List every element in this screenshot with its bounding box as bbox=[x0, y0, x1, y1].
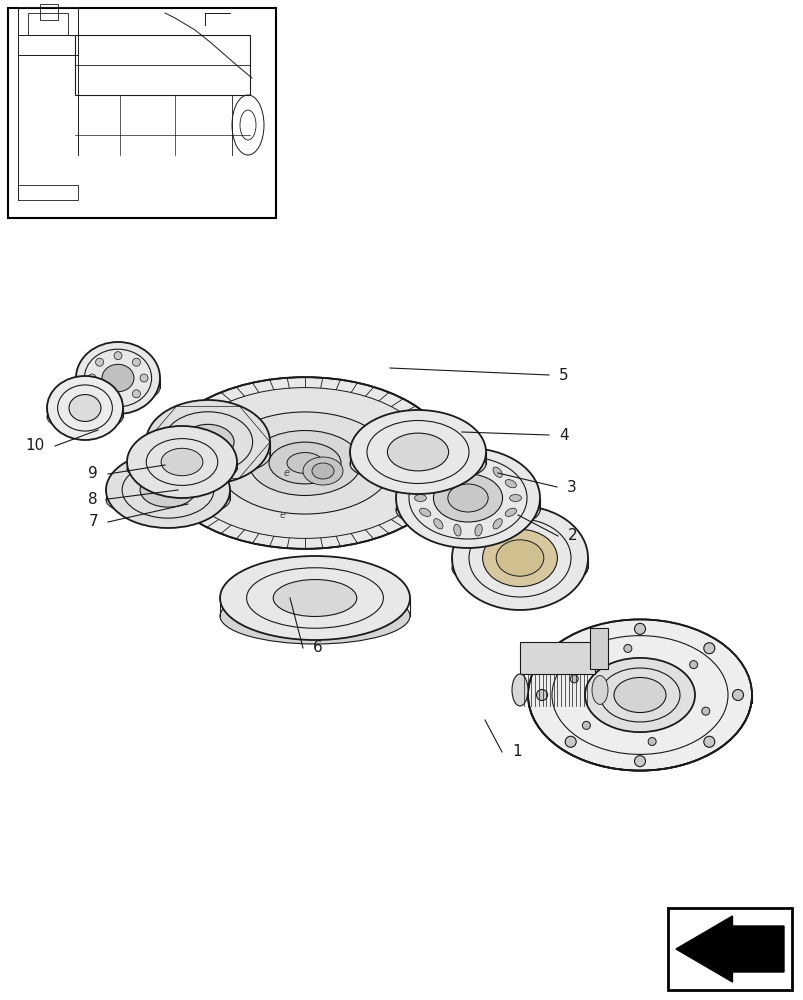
Ellipse shape bbox=[528, 619, 751, 771]
Ellipse shape bbox=[127, 426, 237, 498]
Ellipse shape bbox=[273, 580, 357, 616]
Circle shape bbox=[634, 756, 645, 767]
Text: 7: 7 bbox=[88, 514, 98, 530]
Ellipse shape bbox=[102, 364, 134, 392]
Circle shape bbox=[140, 374, 148, 382]
Circle shape bbox=[581, 721, 589, 729]
Ellipse shape bbox=[387, 433, 448, 471]
Ellipse shape bbox=[492, 519, 502, 529]
Ellipse shape bbox=[453, 460, 460, 472]
Ellipse shape bbox=[127, 455, 237, 483]
Ellipse shape bbox=[349, 410, 485, 494]
Ellipse shape bbox=[76, 372, 160, 404]
Ellipse shape bbox=[433, 467, 442, 477]
Ellipse shape bbox=[349, 444, 485, 484]
Bar bbox=[589, 628, 607, 669]
Ellipse shape bbox=[396, 488, 540, 532]
Ellipse shape bbox=[613, 677, 665, 713]
Ellipse shape bbox=[76, 342, 160, 414]
Bar bbox=[28, 13, 68, 35]
Bar bbox=[667, 908, 791, 990]
Text: 5: 5 bbox=[558, 367, 568, 382]
Circle shape bbox=[701, 707, 709, 715]
Text: 9: 9 bbox=[88, 466, 98, 482]
Circle shape bbox=[703, 736, 714, 747]
Bar bbox=[75, 35, 250, 95]
Ellipse shape bbox=[161, 448, 202, 476]
Ellipse shape bbox=[146, 436, 270, 476]
Ellipse shape bbox=[495, 540, 543, 576]
Ellipse shape bbox=[433, 474, 502, 522]
Ellipse shape bbox=[249, 431, 361, 495]
Circle shape bbox=[623, 644, 631, 652]
Circle shape bbox=[114, 396, 122, 404]
Ellipse shape bbox=[512, 674, 528, 706]
Circle shape bbox=[565, 736, 576, 747]
Ellipse shape bbox=[585, 658, 694, 732]
Ellipse shape bbox=[47, 376, 123, 440]
Ellipse shape bbox=[269, 442, 340, 484]
Circle shape bbox=[689, 661, 697, 669]
Ellipse shape bbox=[181, 424, 234, 460]
Ellipse shape bbox=[217, 412, 393, 514]
Circle shape bbox=[565, 643, 576, 654]
Ellipse shape bbox=[447, 484, 487, 512]
Ellipse shape bbox=[303, 457, 343, 485]
Ellipse shape bbox=[140, 473, 196, 507]
Ellipse shape bbox=[433, 519, 442, 529]
Circle shape bbox=[96, 390, 104, 398]
Circle shape bbox=[536, 690, 547, 700]
Bar bbox=[40, 4, 58, 20]
Ellipse shape bbox=[591, 676, 607, 704]
Ellipse shape bbox=[453, 524, 460, 536]
Ellipse shape bbox=[220, 556, 410, 640]
Text: e: e bbox=[283, 468, 290, 478]
Text: 6: 6 bbox=[312, 640, 322, 656]
Ellipse shape bbox=[419, 480, 430, 488]
Ellipse shape bbox=[504, 480, 516, 488]
Ellipse shape bbox=[492, 467, 502, 477]
Circle shape bbox=[634, 623, 645, 634]
Ellipse shape bbox=[287, 453, 323, 473]
Ellipse shape bbox=[414, 494, 426, 502]
Ellipse shape bbox=[69, 395, 101, 421]
Ellipse shape bbox=[47, 403, 123, 431]
Bar bbox=[8, 8, 275, 218]
Ellipse shape bbox=[451, 546, 587, 590]
Circle shape bbox=[132, 358, 141, 366]
Circle shape bbox=[114, 352, 122, 360]
Ellipse shape bbox=[175, 388, 434, 538]
Bar bbox=[18, 7, 78, 55]
Text: 8: 8 bbox=[88, 491, 98, 506]
Circle shape bbox=[647, 738, 655, 746]
Ellipse shape bbox=[106, 452, 230, 528]
Circle shape bbox=[703, 643, 714, 654]
Circle shape bbox=[96, 358, 104, 366]
Ellipse shape bbox=[106, 482, 230, 518]
Ellipse shape bbox=[482, 529, 556, 587]
Text: 3: 3 bbox=[566, 480, 576, 494]
Ellipse shape bbox=[312, 463, 333, 479]
Text: e: e bbox=[279, 510, 286, 520]
Text: 10: 10 bbox=[26, 438, 45, 454]
Ellipse shape bbox=[419, 508, 430, 516]
Ellipse shape bbox=[396, 448, 540, 548]
Ellipse shape bbox=[451, 506, 587, 610]
Polygon shape bbox=[675, 916, 783, 982]
Ellipse shape bbox=[475, 460, 482, 472]
Circle shape bbox=[88, 374, 96, 382]
Text: 4: 4 bbox=[558, 428, 568, 442]
Circle shape bbox=[732, 690, 743, 700]
Text: 1: 1 bbox=[512, 744, 521, 760]
Ellipse shape bbox=[504, 508, 516, 516]
Bar bbox=[520, 642, 594, 674]
Circle shape bbox=[569, 675, 577, 683]
Text: 2: 2 bbox=[567, 528, 577, 544]
Ellipse shape bbox=[475, 524, 482, 536]
Circle shape bbox=[132, 390, 141, 398]
Ellipse shape bbox=[220, 588, 410, 644]
Ellipse shape bbox=[509, 494, 521, 502]
Ellipse shape bbox=[146, 400, 270, 484]
Ellipse shape bbox=[157, 377, 452, 549]
